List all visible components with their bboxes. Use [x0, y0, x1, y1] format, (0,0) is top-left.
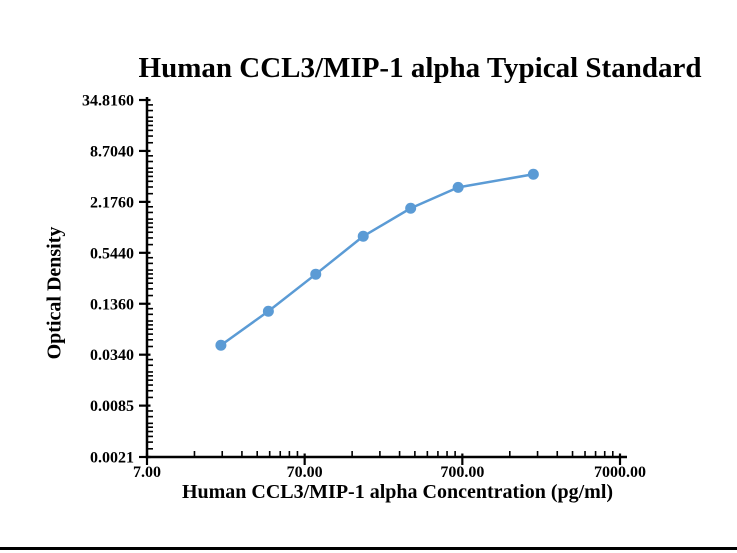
y-tick-label: 8.7040 — [90, 143, 134, 160]
data-point — [452, 181, 464, 193]
data-point — [527, 168, 539, 180]
x-tick-label: 70.00 — [287, 464, 323, 481]
y-tick-label: 0.0021 — [90, 450, 134, 467]
y-tick-label: 0.1360 — [90, 296, 134, 313]
x-tick-label: 7000.00 — [594, 464, 646, 481]
data-point — [357, 230, 369, 242]
x-tick-label: 7.00 — [133, 464, 161, 481]
bottom-rule — [0, 547, 737, 550]
y-tick-label: 0.5440 — [90, 245, 134, 262]
data-point — [215, 339, 227, 351]
y-tick-label: 0.0085 — [90, 398, 134, 415]
y-tick-label: 2.1760 — [90, 194, 134, 211]
x-tick-label: 700.00 — [440, 464, 484, 481]
data-point — [310, 268, 322, 280]
series-line — [219, 173, 535, 347]
chart-title: Human CCL3/MIP-1 alpha Typical Standard — [138, 52, 702, 84]
data-point — [262, 305, 274, 317]
x-axis-title: Human CCL3/MIP-1 alpha Concentration (pg… — [181, 481, 614, 503]
y-tick-label: 34.8160 — [82, 93, 134, 110]
y-tick-label: 0.0340 — [90, 347, 134, 364]
data-point — [405, 202, 417, 214]
